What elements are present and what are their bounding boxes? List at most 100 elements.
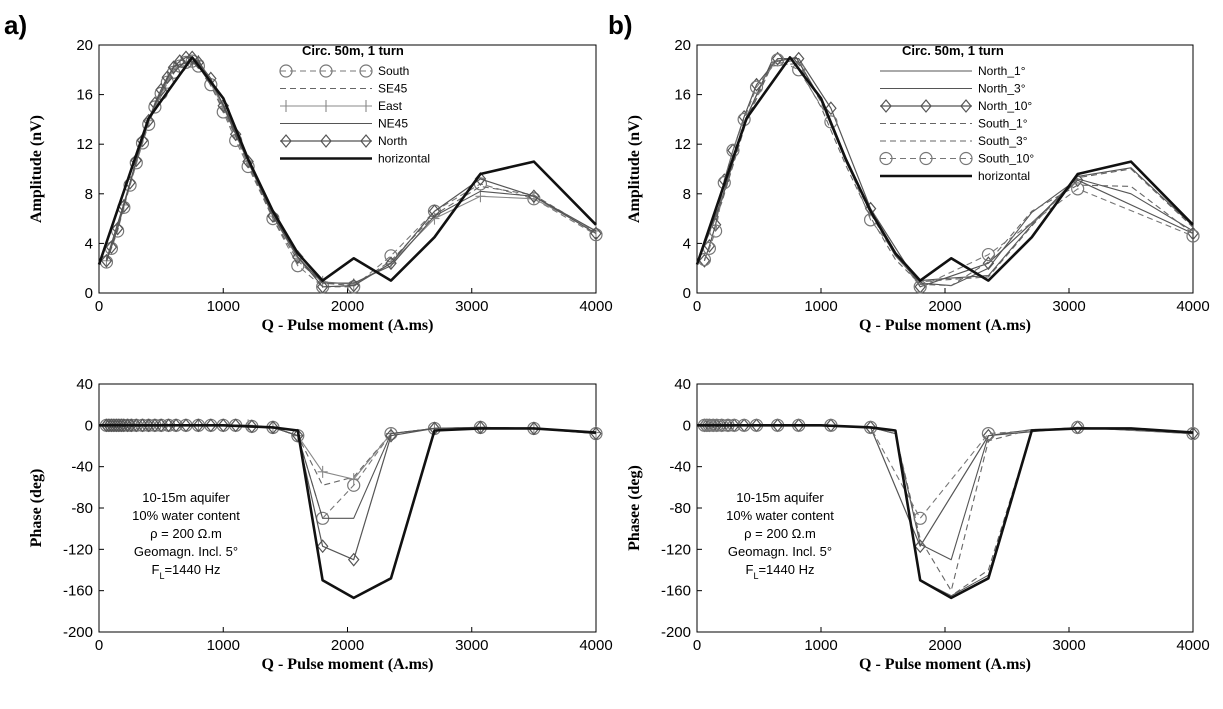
legend-label: horizontal [978,169,1030,183]
point-legend-legend2-1 [321,100,331,112]
point-north-7 [142,113,155,128]
annotation-larmor: FL=1440 Hz [746,562,815,581]
series-south [99,54,603,294]
y-tick-label: 12 [76,136,93,153]
legend-label: North_1° [978,64,1026,78]
point-north-25 [428,204,441,219]
point-north10-0 [698,253,711,268]
annotation-line: 10-15m aquifer [736,490,824,505]
y-axis-title: Phase (deg) [28,469,45,548]
series-line-south10 [703,59,1194,288]
y-tick-label: 4 [683,235,691,252]
point-north-23 [347,278,360,293]
point-legend-legend0-1 [319,64,333,78]
point-south10-15 [981,427,996,441]
series-horizontal [697,423,1194,600]
y-tick-label: 4 [85,235,93,252]
point-north-20 [217,418,230,433]
legend-label: North_10° [978,99,1032,113]
point-north-2 [111,221,124,236]
y-tick-label: -40 [669,459,691,476]
point-east-12 [429,212,440,225]
point-south-4 [123,178,137,192]
point-legend-legend5-0 [879,151,893,166]
chart-a-phase: 0 1000 2000 3000 4000 -200 -160 -120 -80 -40 0 40 Q … [28,376,613,673]
point-south10-14 [1186,229,1200,243]
y-tick-label: 0 [683,417,691,434]
chart-b-amp: 0 1000 2000 3000 4000 0 4 8 12 16 20 Q - Pulse mome… [626,37,1210,334]
point-north-24 [385,256,397,271]
chart-a-amp: 0 1000 2000 3000 4000 0 4 8 12 16 20 Q - Pulse mome… [28,37,613,334]
x-tick-label: 2000 [928,298,961,315]
annotation-line: ρ = 200 Ω.m [150,526,222,541]
series-line-horizontal [695,56,1194,282]
point-south10-3 [717,176,731,190]
point-north-25 [316,539,329,554]
series-line-ne45 [105,59,597,284]
point-legend-legend4-0 [280,134,292,148]
series-south3 [696,63,1194,287]
x-tick-label: 0 [95,298,103,315]
legend-title: Circ. 50m, 1 turn [302,43,404,58]
point-east-13 [475,190,486,203]
series-line-horizontal [697,423,1194,600]
series-east [101,55,601,291]
point-east-6 [317,465,328,478]
point-north-5 [113,418,125,433]
point-north-22 [246,419,258,434]
legend-label: South_10° [978,152,1034,166]
y-tick-label: 20 [76,37,93,54]
annotation-line: Geomagn. Incl. 5° [728,544,832,559]
x-axis-title: Q - Pulse moment (A.ms) [262,656,434,673]
x-axis-title: Q - Pulse moment (A.ms) [859,656,1031,673]
point-north-8 [121,418,134,433]
point-south10-8 [792,63,806,77]
y-tick-label: -80 [71,500,93,517]
series-horizontal [99,423,597,600]
panel-label-a: a) [4,10,27,40]
point-north-29 [474,420,487,435]
legend: Circ. 50m, 1 turn North_1° North_3° North_1… [879,43,1034,183]
x-tick-label: 3000 [1052,637,1085,654]
point-north-27 [385,428,397,443]
annotation-line: 10% water content [726,508,834,523]
point-north-27 [528,189,540,204]
x-tick-label: 3000 [455,637,488,654]
y-tick-label: 16 [674,87,691,104]
point-south10-13 [1071,182,1085,196]
point-legend-legend4-1 [320,134,332,148]
point-north-16 [170,418,182,433]
series-line-east [106,424,597,480]
annotation-line: 10-15m aquifer [142,490,230,505]
point-north-0 [100,418,113,433]
y-tick-label: -160 [661,583,691,600]
series-ne45 [105,59,597,284]
series-line-north10 [703,57,1194,288]
point-north-18 [192,418,205,433]
series-horizontal [97,56,597,282]
y-axis-title: Amplitude (nV) [626,115,643,223]
series-line-horizontal [97,56,597,282]
series-north1 [696,56,1194,282]
point-north-7 [118,418,130,433]
y-tick-label: 8 [683,186,691,203]
point-south-8 [148,100,162,114]
annotation-line: 10% water content [132,508,240,523]
point-east-7 [348,473,359,486]
point-south10-6 [749,80,764,94]
point-legend-legend4-2 [360,134,372,148]
series-north [100,50,602,294]
annotation-line: Geomagn. Incl. 5° [134,544,238,559]
series-north3 [696,56,1194,287]
point-north-10 [161,70,174,85]
point-south10-9 [824,115,838,129]
point-south10-17 [1186,427,1200,441]
point-north-28 [590,226,602,241]
x-axis-title: Q - Pulse moment (A.ms) [859,317,1031,334]
y-tick-label: 20 [674,37,691,54]
point-legend-legend0-2 [359,64,373,78]
y-tick-label: 8 [85,186,93,203]
x-tick-label: 4000 [1176,298,1209,315]
point-north-26 [347,552,360,567]
